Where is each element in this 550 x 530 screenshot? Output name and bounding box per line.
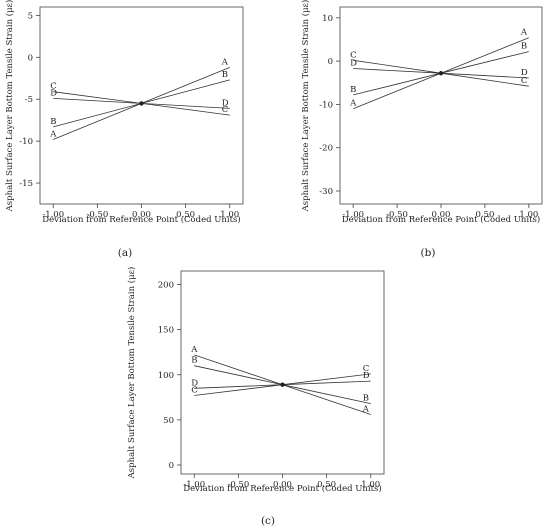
- series-label-left: D: [50, 88, 57, 98]
- chart-panel-a: -1.00 -0.50 0.00 0.50 1.0050-5-10-15AABBCCDD…: [4, 0, 244, 259]
- series-label-right: B: [521, 42, 527, 52]
- x-axis-title: Deviation from Reference Point (Coded Un…: [183, 483, 381, 494]
- x-axis-title: Deviation from Reference Point (Coded Un…: [42, 214, 240, 225]
- center-point-marker: [280, 382, 285, 387]
- series-label-left: C: [50, 82, 57, 92]
- center-point-marker: [438, 71, 444, 76]
- x-tick-label: -1.00: [42, 210, 64, 220]
- series-label-left: B: [191, 356, 197, 366]
- series-label-left: D: [191, 378, 198, 388]
- x-tick-label: -1.00: [342, 210, 364, 220]
- y-tick-label: 50: [163, 416, 174, 426]
- series-label-left: A: [349, 99, 357, 109]
- series-label-right: A: [520, 28, 528, 38]
- x-tick-label: -1.00: [183, 480, 205, 490]
- x-tick-label: 0.00: [132, 210, 151, 220]
- y-tick-label: 200: [158, 281, 174, 291]
- center-point-marker: [139, 101, 144, 106]
- x-tick-label: 1.00: [361, 480, 380, 490]
- panel-caption: (a): [118, 247, 132, 259]
- y-tick-label: -20: [319, 144, 333, 154]
- y-tick-label: 0: [169, 461, 174, 471]
- series-label-right: D: [222, 98, 229, 108]
- series-label-left: A: [190, 345, 198, 355]
- x-tick-label: -0.50: [86, 210, 108, 220]
- y-axis-title: Asphalt Surface Layer Bottom Tensile Str…: [4, 0, 15, 212]
- series-label-left: C: [350, 50, 357, 60]
- series-label-left: A: [49, 129, 57, 139]
- series-label-right: A: [362, 404, 370, 414]
- series-label-right: D: [521, 68, 528, 78]
- series-label-right: B: [222, 70, 228, 80]
- y-tick-label: -10: [319, 100, 333, 110]
- x-axis-title: Deviation from Reference Point (Coded Un…: [342, 214, 540, 225]
- y-tick-label: -5: [25, 95, 33, 105]
- y-tick-label: 10: [322, 14, 333, 24]
- panel-caption: (c): [261, 515, 275, 527]
- y-axis-title: Asphalt Surface Layer Bottom Tensile Str…: [300, 0, 311, 212]
- series-label-right: A: [221, 57, 229, 67]
- plot-frame: [339, 6, 543, 205]
- series-label-right: D: [363, 371, 370, 381]
- chart-panel-c: -1.00 -0.50 0.00 0.50 1.00200150100500AABBCC…: [126, 267, 385, 527]
- x-tick-label: 0.50: [176, 210, 195, 220]
- y-axis-title: Asphalt Surface Layer Bottom Tensile Str…: [126, 267, 137, 480]
- series-label-left: B: [50, 117, 56, 127]
- x-tick-label: 0.00: [432, 210, 451, 220]
- y-tick-label: -30: [319, 187, 333, 197]
- x-tick-label: 1.00: [220, 210, 239, 220]
- series-label-right: B: [363, 394, 369, 404]
- series-label-right: C: [363, 364, 370, 374]
- x-tick-label: 0.50: [475, 210, 494, 220]
- y-tick-label: 150: [158, 326, 174, 336]
- series-label-right: C: [521, 76, 528, 86]
- series-label-left: D: [350, 58, 357, 68]
- plot-frame: [180, 270, 385, 475]
- series-label-left: B: [350, 85, 356, 95]
- series-label-right: C: [222, 105, 229, 115]
- y-tick-label: 0: [28, 53, 33, 63]
- y-tick-label: -15: [19, 179, 33, 189]
- panel-caption: (b): [421, 247, 436, 259]
- x-tick-label: 0.50: [317, 480, 336, 490]
- y-tick-label: 100: [158, 371, 174, 381]
- y-tick-label: 5: [28, 11, 33, 21]
- y-tick-label: -10: [19, 137, 33, 147]
- x-tick-label: 1.00: [519, 210, 538, 220]
- x-tick-label: 0.00: [273, 480, 292, 490]
- chart-panel-b: -1.00 -0.50 0.00 0.50 1.00100-10-20-30AABBCC…: [300, 0, 543, 259]
- y-tick-label: 0: [328, 57, 333, 67]
- x-tick-label: -0.50: [386, 210, 408, 220]
- x-tick-label: -0.50: [227, 480, 249, 490]
- series-label-left: C: [191, 386, 198, 396]
